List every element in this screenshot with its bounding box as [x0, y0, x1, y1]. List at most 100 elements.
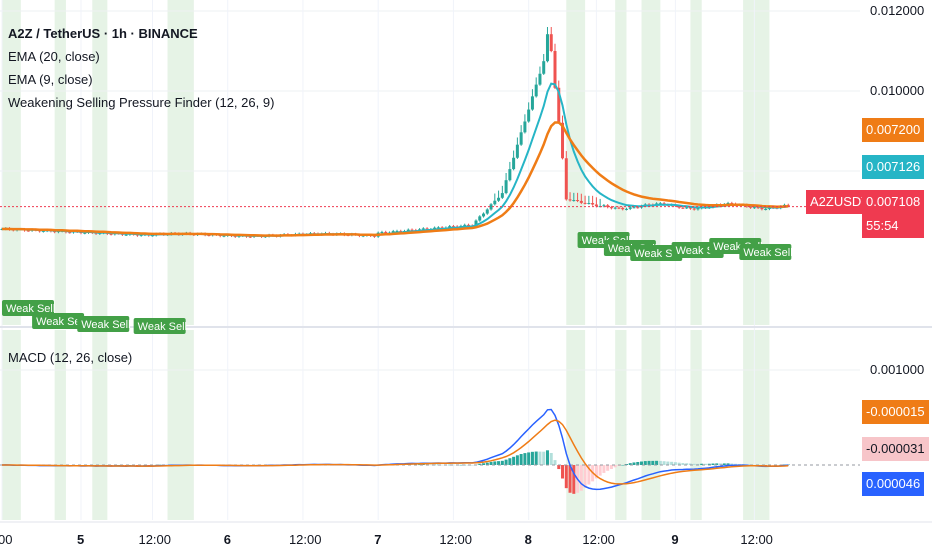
candle-body	[0, 229, 4, 230]
candle-body	[83, 232, 87, 234]
ema9-value-badge: 0.007126	[862, 155, 925, 179]
weak-sell-label-text: Weak Sell	[634, 248, 683, 260]
candle-body	[568, 199, 572, 201]
macd-histogram-bar	[451, 464, 455, 466]
candle-body	[248, 236, 252, 238]
candle-body	[478, 216, 482, 221]
legend-finder[interactable]: Weakening Selling Pressure Finder (12, 2…	[8, 95, 275, 110]
macd-histogram-bar	[711, 463, 715, 465]
legend-ema9[interactable]: EMA (9, close)	[8, 72, 93, 87]
macd-histogram-bar	[609, 465, 613, 470]
candle-body	[451, 226, 455, 228]
macd-legend[interactable]: MACD (12, 26, close)	[8, 350, 133, 365]
macd-histogram-bar	[613, 465, 617, 468]
candle-body	[549, 34, 553, 52]
candle-body	[576, 200, 580, 202]
macd-histogram-bar	[561, 465, 565, 479]
candle-body	[406, 229, 410, 232]
time-axis-label: 12:00	[138, 532, 171, 547]
candle-body	[730, 203, 734, 205]
macd-histogram-bar	[519, 454, 523, 465]
symbol-title[interactable]: A2Z / TetherUS · 1h · BINANCE	[8, 26, 198, 41]
last-price-text: 0.007108	[866, 194, 921, 209]
candle-body	[749, 206, 753, 208]
macd-histogram-bar	[568, 465, 572, 493]
ema20-line	[1, 121, 789, 237]
candle-body	[756, 207, 760, 209]
signal-zone	[641, 0, 661, 325]
time-axis-label: 12:00	[289, 532, 322, 547]
macd-histogram-bar	[504, 459, 508, 465]
candle-body	[504, 180, 508, 194]
candle-body	[448, 226, 452, 228]
candle-body	[606, 205, 610, 208]
candle-body	[542, 61, 546, 74]
macd-histogram-bar	[572, 465, 576, 494]
macd-histogram-bar	[673, 462, 677, 465]
candle-body	[632, 207, 636, 209]
macd-histogram-bar	[621, 464, 625, 466]
macd-histogram-bar	[658, 460, 662, 465]
macd-histogram-bar	[651, 460, 655, 465]
candle-body	[786, 204, 790, 206]
macd-histogram-bar	[523, 453, 527, 465]
weak-sell-label	[630, 245, 683, 261]
candle-body	[628, 207, 632, 209]
time-axis-label: 5	[77, 532, 84, 547]
macd-histogram-bar	[722, 463, 726, 465]
macd-histogram-bar	[459, 464, 463, 466]
signal-zone-macd	[743, 330, 770, 520]
macd-histogram-bar	[485, 462, 489, 465]
candle-body	[68, 232, 72, 234]
macd-histogram-bar	[500, 460, 504, 465]
macd-histogram-bar	[726, 463, 730, 465]
signal-zone-macd	[615, 330, 627, 520]
macd-histogram-bar	[538, 451, 542, 465]
macd-histogram-bar	[587, 465, 591, 485]
macd-histogram-bar	[542, 451, 546, 465]
candle-body	[440, 227, 444, 229]
candle-body	[482, 213, 486, 217]
macd-histogram-bar	[421, 464, 425, 466]
signal-value-badge: -0.000031	[862, 437, 929, 461]
time-axis-label: 12:00	[439, 532, 472, 547]
candle-body	[685, 207, 689, 209]
candle-body	[692, 208, 696, 210]
time-axis-label: 7	[374, 532, 381, 547]
candle-body	[124, 234, 128, 236]
candle-body	[500, 193, 504, 198]
candle-body	[677, 205, 681, 208]
candle-body	[222, 235, 226, 237]
signal-zone	[54, 0, 66, 325]
signal-zone	[566, 0, 586, 325]
candle-body	[150, 235, 154, 237]
macd-histogram-bar	[530, 451, 534, 465]
candle-body	[624, 208, 628, 210]
macd-histogram-bar	[719, 463, 723, 465]
candle-body	[564, 158, 568, 200]
ema20-value-badge: 0.007200	[862, 118, 925, 142]
candle-body	[485, 209, 489, 214]
weak-sell-label	[2, 300, 54, 316]
candle-body	[380, 231, 384, 233]
macd-histogram-bar	[771, 465, 775, 466]
macd-histogram-bar	[128, 464, 132, 466]
signal-zone-macd	[690, 330, 702, 520]
candle-body	[561, 122, 565, 159]
macd-histogram-bar	[448, 464, 452, 466]
macd-histogram-bar	[700, 463, 704, 465]
candle-body	[538, 73, 542, 85]
weak-sell-label-text: Weak Sell	[138, 321, 187, 333]
price-legend: A2Z / TetherUS · 1h · BINANCE EMA (20, c…	[8, 22, 274, 114]
candle-body	[207, 235, 211, 237]
price-axis-label: 0.012000	[870, 3, 924, 18]
macd-histogram-bar	[527, 452, 531, 465]
candle-body	[527, 109, 531, 122]
candle-body	[760, 207, 764, 210]
legend-ema20[interactable]: EMA (20, close)	[8, 49, 100, 64]
signal-zone-macd	[641, 330, 661, 520]
candle-body	[621, 207, 625, 210]
candle-body	[463, 224, 467, 226]
macd-histogram-bar	[666, 461, 670, 465]
